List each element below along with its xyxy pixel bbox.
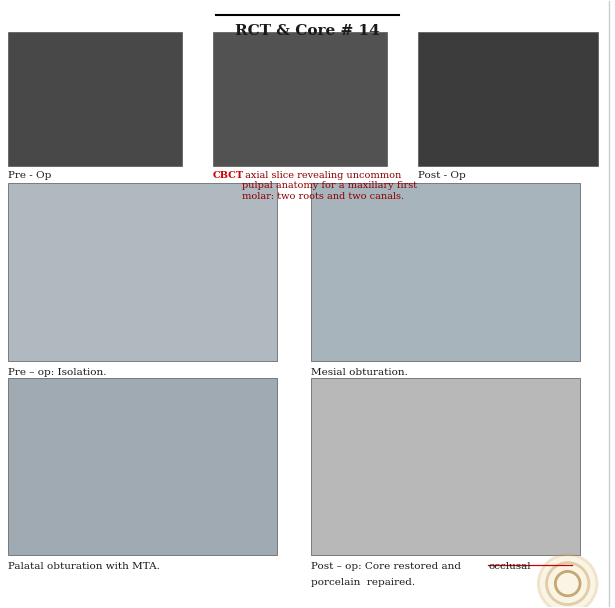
Text: Mesial obturation.: Mesial obturation. [311, 368, 407, 376]
Text: RCT & Core # 14: RCT & Core # 14 [235, 24, 380, 38]
Text: Post - Op: Post - Op [418, 171, 466, 180]
Text: Pre – op: Isolation.: Pre – op: Isolation. [7, 368, 106, 376]
Bar [213, 32, 387, 166]
Bar [7, 378, 277, 555]
Text: occlusal: occlusal [488, 562, 531, 572]
Text: porcelain  repaired.: porcelain repaired. [311, 578, 415, 587]
Bar [7, 32, 182, 166]
Circle shape [538, 554, 597, 608]
Bar [7, 183, 277, 362]
Text: axial slice revealing uncommon
pulpal anatomy for a maxillary first
molar: two r: axial slice revealing uncommon pulpal an… [242, 171, 417, 201]
Text: Palatal obturation with MTA.: Palatal obturation with MTA. [7, 562, 159, 572]
Text: Pre - Op: Pre - Op [7, 171, 51, 180]
Bar [311, 378, 580, 555]
Text: CBCT: CBCT [213, 171, 244, 180]
Bar [311, 183, 580, 362]
Bar [418, 32, 598, 166]
Text: Post – op: Core restored and: Post – op: Core restored and [311, 562, 464, 572]
